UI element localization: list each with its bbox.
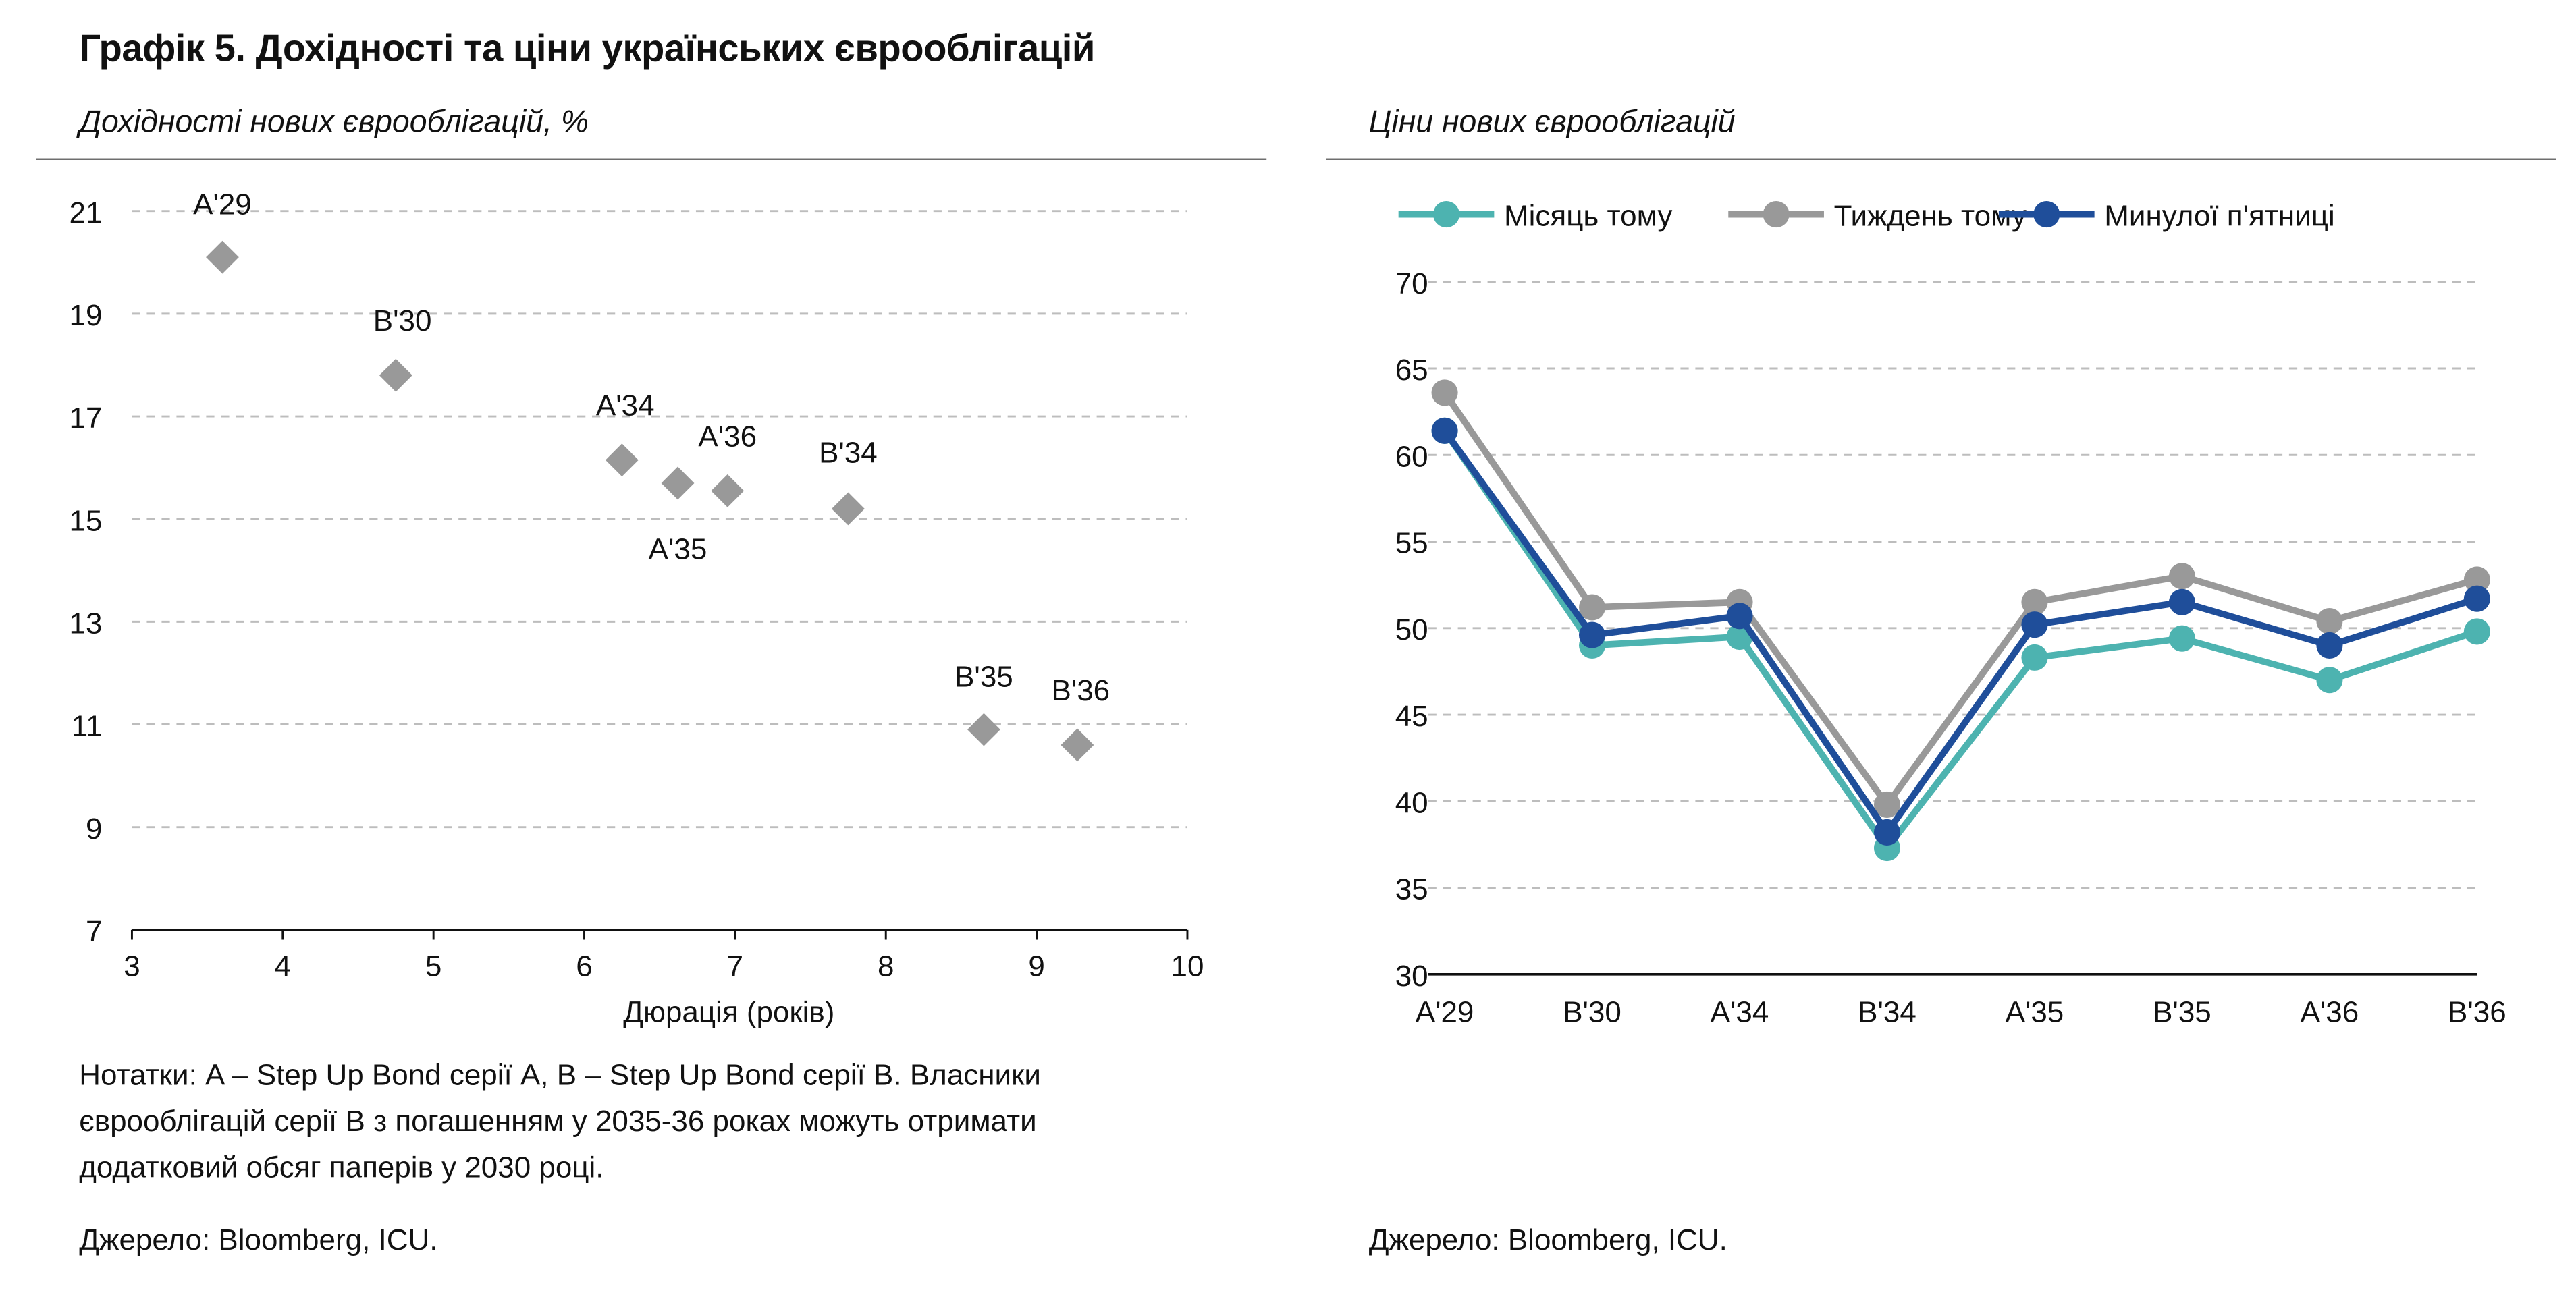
series-point: [2463, 566, 2490, 593]
x-tick-label: A'34: [1711, 996, 1769, 1029]
right-subtitle-rule: [1326, 158, 2556, 160]
scatter-point: [206, 240, 239, 274]
point-label: A'35: [649, 532, 707, 565]
y-tick-label: 40: [1395, 786, 1428, 819]
x-tick-label: 6: [576, 949, 592, 983]
x-tick-label: 3: [124, 949, 140, 983]
y-tick-label: 70: [1395, 267, 1428, 300]
x-axis-label: Дюрація (років): [623, 996, 834, 1029]
x-tick-label: 8: [878, 949, 894, 983]
y-tick-label: 45: [1395, 700, 1428, 733]
series-point: [1873, 819, 1901, 846]
series-point: [2463, 618, 2490, 645]
scatter-point: [967, 713, 1000, 746]
series-point: [2316, 607, 2343, 635]
scatter-point: [379, 358, 412, 392]
y-tick-label: 55: [1395, 527, 1428, 560]
y-tick-label: 50: [1395, 613, 1428, 646]
point-label: A'34: [596, 389, 655, 422]
point-label: B'35: [955, 661, 1013, 694]
series-point: [1578, 621, 1606, 648]
series-point: [2021, 611, 2048, 638]
series-point: [2463, 585, 2490, 612]
point-label: A'29: [193, 188, 252, 221]
series-line: [1442, 429, 2478, 836]
y-tick-label: 9: [86, 812, 102, 846]
y-tick-label: 7: [86, 915, 102, 948]
y-tick-label: 13: [70, 607, 103, 640]
figure-title: Графік 5. Дохідності та ціни українських…: [79, 26, 1095, 70]
right-chart-subtitle: Ціни нових єврооблігацій: [1368, 105, 1736, 140]
x-tick-label: A'35: [2006, 996, 2064, 1029]
point-label: A'36: [698, 420, 757, 453]
series-point: [2168, 625, 2195, 652]
x-tick-label: 10: [1171, 949, 1204, 983]
y-tick-label: 17: [70, 402, 103, 435]
point-label: B'36: [1051, 674, 1110, 707]
y-tick-label: 35: [1395, 873, 1428, 906]
y-tick-label: 30: [1395, 960, 1428, 993]
legend-label: Місяць тому: [1504, 200, 1672, 233]
point-label: B'30: [373, 304, 432, 337]
x-tick-label: B'35: [2153, 996, 2211, 1029]
series-point: [2316, 632, 2343, 659]
legend-marker: [2033, 201, 2060, 228]
scatter-point: [831, 492, 865, 526]
legend-marker: [1763, 201, 1790, 228]
series-point: [2168, 588, 2195, 615]
series-point: [2021, 644, 2048, 671]
x-tick-label: 7: [727, 949, 743, 983]
x-tick-label: 4: [275, 949, 291, 983]
left-chart-subtitle: Дохідності нових єврооблігацій, %: [79, 105, 589, 140]
left-subtitle-rule: [36, 158, 1267, 160]
series-line: [1442, 429, 2478, 852]
scatter-point: [711, 474, 745, 507]
y-tick-label: 60: [1395, 440, 1428, 473]
x-tick-label: 5: [425, 949, 441, 983]
series-point: [1431, 417, 1458, 444]
legend-marker: [1432, 201, 1460, 228]
x-tick-label: B'36: [2448, 996, 2506, 1029]
y-tick-label: 11: [72, 710, 103, 743]
scatter-point: [661, 466, 695, 500]
y-tick-label: 15: [70, 504, 103, 537]
series-point: [2316, 667, 2343, 694]
scatter-point: [1061, 728, 1094, 762]
series-point: [1726, 603, 1753, 630]
series-point: [2021, 588, 2048, 615]
series-line: [1442, 391, 2478, 808]
x-tick-label: B'30: [1563, 996, 1621, 1029]
left-notes: Нотатки: A – Step Up Bond серії А, B – S…: [79, 1058, 1041, 1184]
series-point: [1431, 379, 1458, 406]
x-tick-label: B'34: [1858, 996, 1916, 1029]
yield-scatter-chart: 7 9 11 13 15 17 19 21 3 4 5 6 7 8 9 10 Дюрація (років) A'…: [70, 188, 1204, 1029]
left-source: Джерело: Bloomberg, ICU.: [79, 1223, 438, 1256]
point-label: B'34: [819, 437, 878, 470]
legend-label: Тиждень тому: [1834, 200, 2027, 233]
legend-label: Минулої п'ятниці: [2104, 200, 2334, 233]
y-tick-label: 21: [70, 196, 103, 229]
series-point: [1578, 594, 1606, 621]
x-tick-label: A'36: [2301, 996, 2359, 1029]
x-tick-label: 9: [1028, 949, 1044, 983]
price-line-chart: 30 35 40 45 50 55 60 65 70 A'29 B'30 A'34 B'34 A'35 B'…: [1395, 200, 2506, 1029]
series-point: [2168, 563, 2195, 590]
scatter-point: [605, 443, 639, 477]
right-source: Джерело: Bloomberg, ICU.: [1368, 1223, 1727, 1256]
x-tick-label: A'29: [1416, 996, 1474, 1029]
y-tick-label: 19: [70, 299, 103, 332]
y-tick-label: 65: [1395, 354, 1428, 387]
series-point: [1873, 791, 1901, 818]
